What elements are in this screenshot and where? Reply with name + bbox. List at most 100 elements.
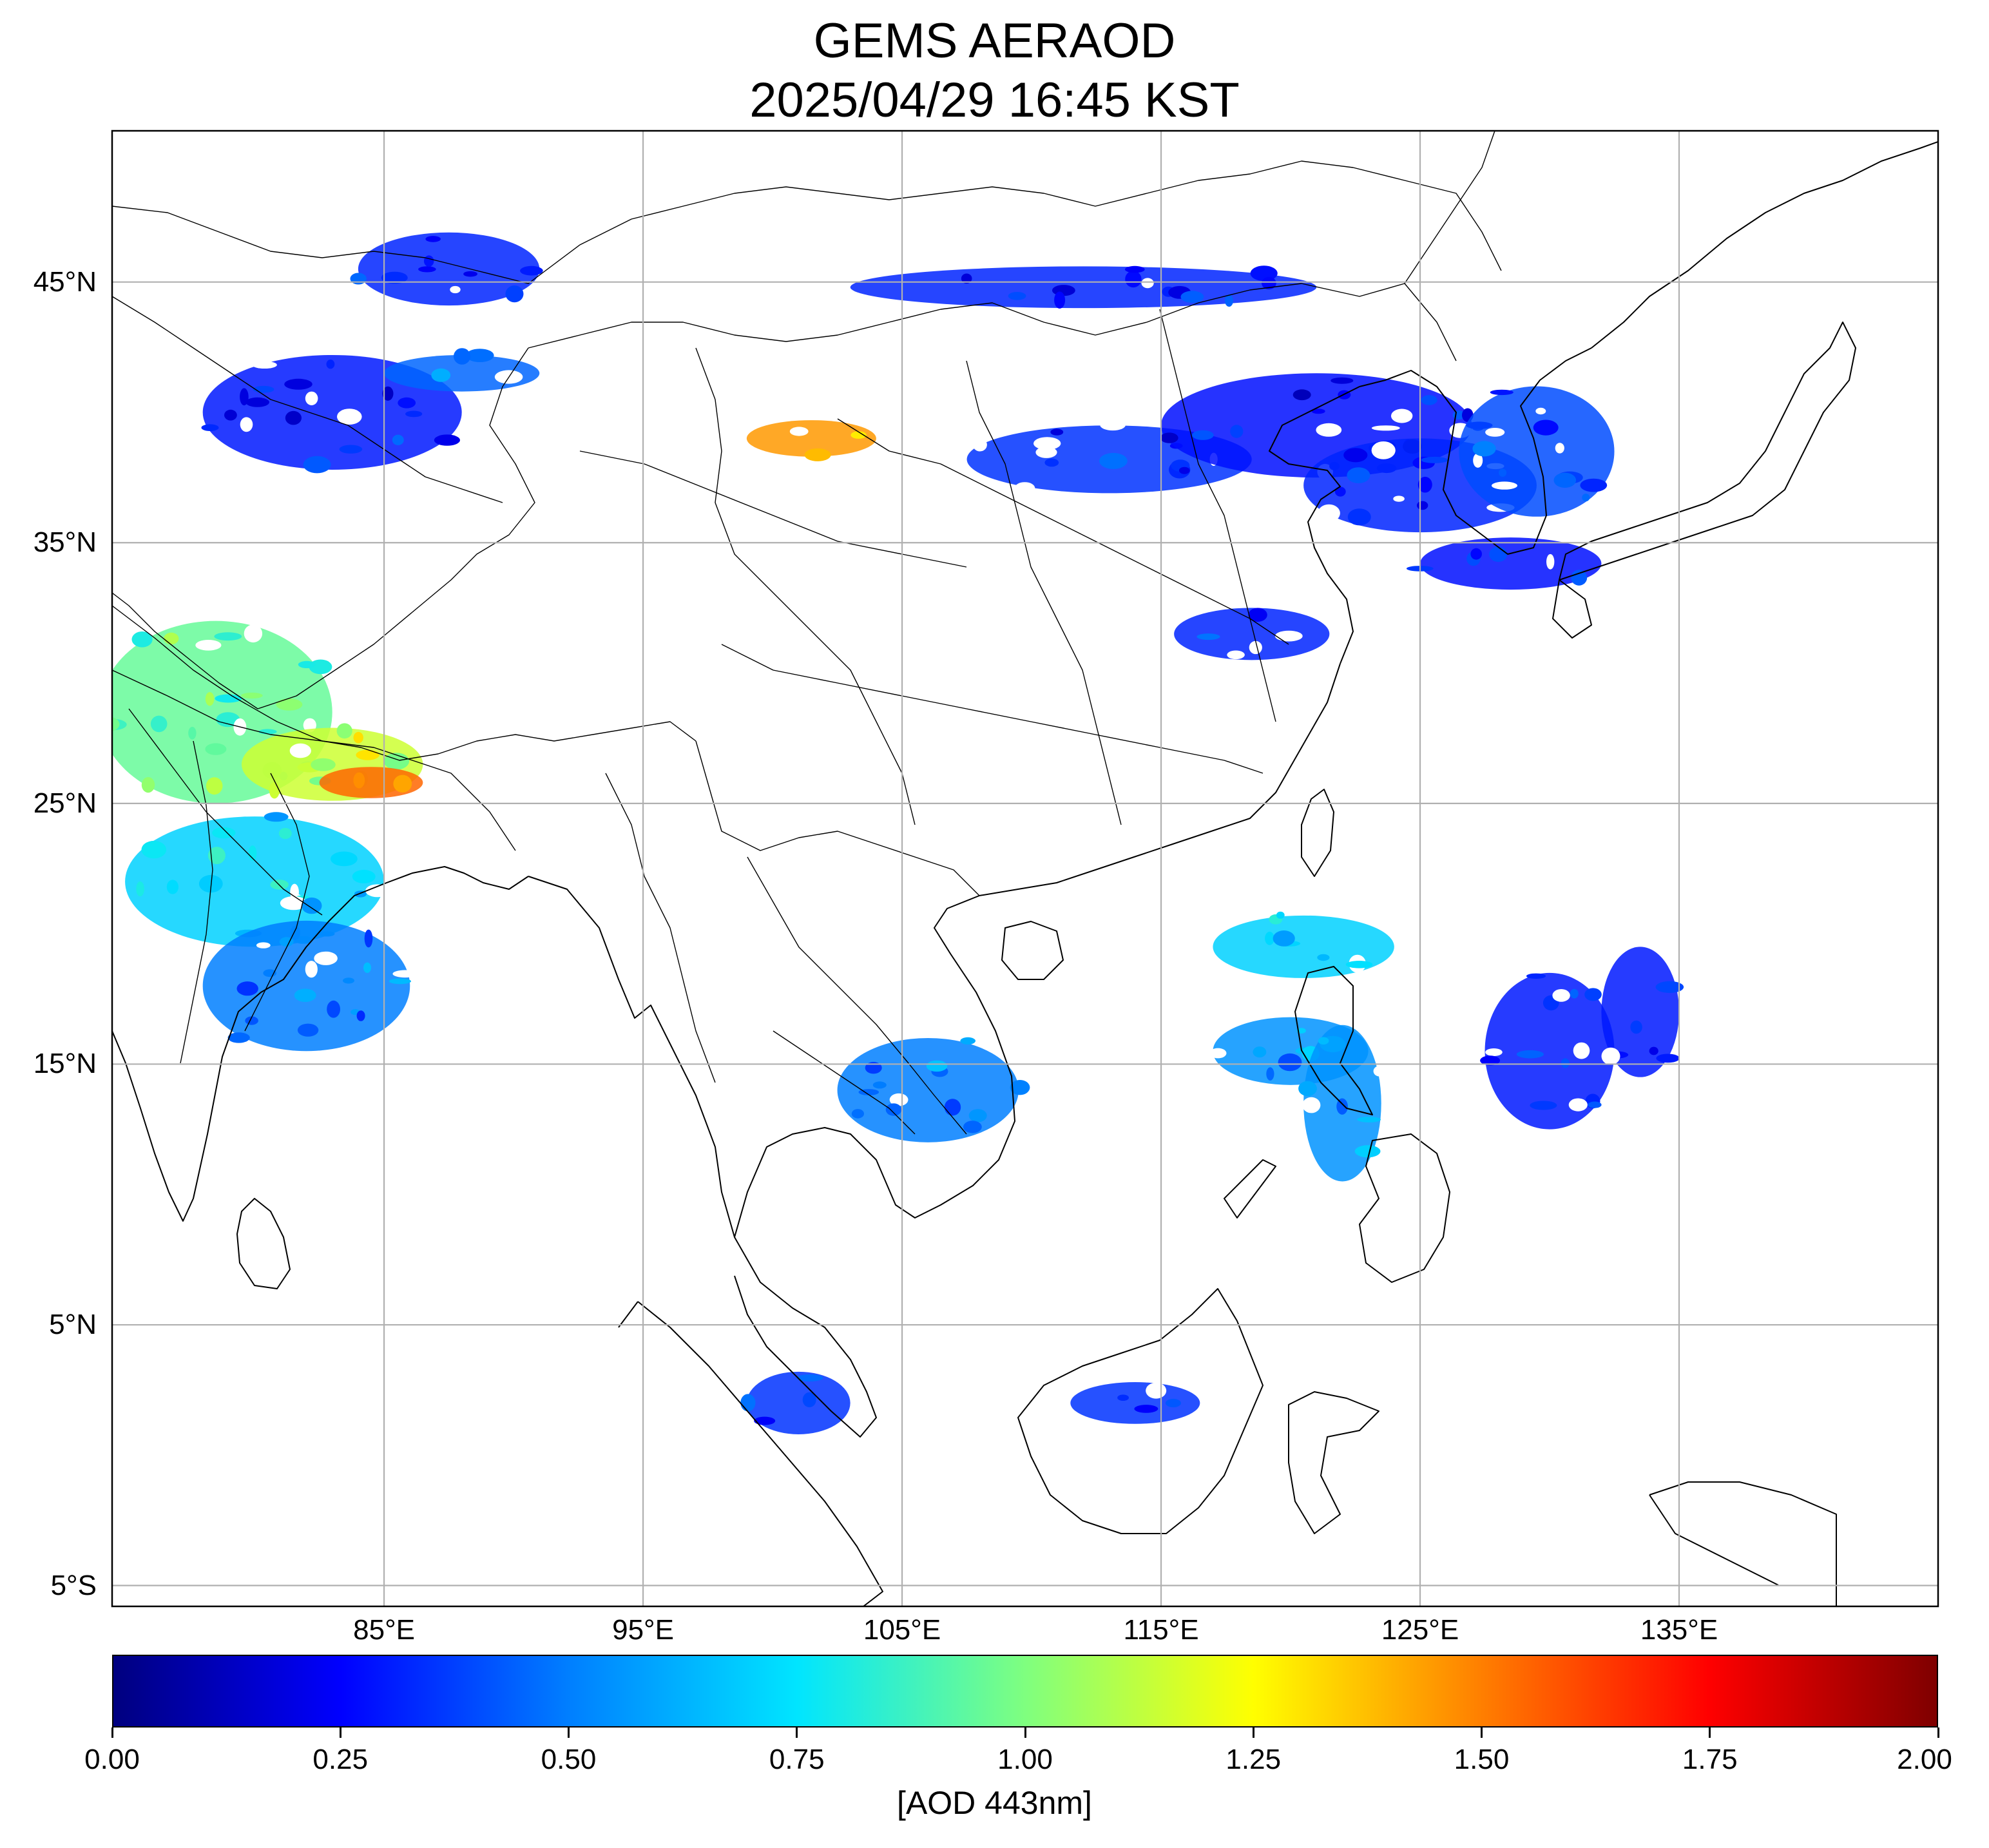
aod-region [1213,915,1394,978]
aod-speckle [96,699,104,709]
coastline-sri-lanka [236,1198,291,1289]
title-product: GEMS AERAOD [813,14,1176,68]
aod-speckle [214,632,242,641]
coastline-sumatra [618,1301,883,1606]
aod-speckle [298,660,316,668]
aod-speckle [248,845,257,861]
coastline-hainan [1001,921,1064,980]
aod-speckle [1278,1053,1302,1072]
aod-speckle [389,978,412,985]
aod-speckle [256,942,271,948]
aod-speckle [1209,1048,1227,1059]
aod-speckle [245,1016,258,1025]
coastline-korea [1359,347,1592,555]
colorbar-tick [1937,1728,1939,1738]
aod-speckle [789,427,809,436]
aod-speckle [1568,1098,1588,1112]
aod-speckle [1533,419,1559,436]
coastline-new-guinea [1649,1481,1837,1606]
map-frame [111,130,1939,1608]
aod-speckle [1160,432,1178,443]
aod-speckle [166,880,178,894]
aod-speckle [1117,1394,1129,1401]
aod-speckle [1473,453,1483,468]
aod-speckle [284,378,312,390]
aod-speckle [327,1000,340,1018]
colorbar-label-2-00: 2.00 [1897,1744,1952,1775]
coastline-russia-east [1591,141,1938,349]
aod-speckle [1266,1067,1274,1081]
aod-speckle [1655,981,1684,993]
aod-speckle [1354,1145,1381,1158]
aod-speckle [1296,1028,1306,1034]
coastline-layer [112,141,1938,1606]
aod-speckle [1555,443,1564,454]
aod-speckle [141,777,155,793]
aod-speckle [131,631,153,648]
aod-speckle [305,961,318,978]
aod-speckle [1371,425,1400,431]
aod-speckle [1125,271,1142,288]
aod-speckle [1273,930,1295,947]
aod-speckle [356,749,380,760]
aod-speckle [872,1081,887,1089]
aod-speckle [926,1060,948,1072]
aod-speckle [305,391,318,405]
aod-region [850,266,1317,309]
coastline-palawan [1224,1159,1276,1218]
colorbar-tick [1252,1728,1254,1738]
border-laos-vietnam [747,856,967,1135]
aod-speckle [1050,428,1064,436]
lat-label-35n: 35°N [33,526,97,559]
lon-label-125e: 125°E [1381,1614,1459,1646]
aod-speckle [311,758,336,771]
border-india-nepal [112,669,516,851]
colorbar-label-0-25: 0.25 [312,1744,369,1775]
aod-speckle [216,712,240,727]
aod-speckle [343,977,354,984]
aod-speckle [285,410,302,425]
aod-speckle [466,349,494,362]
aod-speckle [454,348,471,365]
aod-speckle [961,273,972,284]
aod-speckle [350,273,367,285]
lat-label-5n: 5°N [49,1309,97,1341]
aod-speckle [1318,1037,1329,1045]
aod-speckle [112,717,120,732]
aod-speckle [858,1089,879,1095]
aod-speckle [1230,425,1244,438]
aod-speckle [1347,508,1371,526]
aod-speckle [1485,1048,1503,1056]
aod-speckle [1417,501,1428,510]
border-china-provinces-a [695,347,916,825]
aod-speckle [393,775,412,793]
aod-speckle [1530,1101,1557,1110]
aod-speckle [1262,276,1276,289]
aod-speckle [381,271,408,284]
aod-speckle [297,1023,319,1037]
aod-region [1174,608,1330,660]
aod-speckle [1516,1050,1544,1059]
aod-speckle [336,723,352,739]
aod-region [125,816,385,947]
aod-speckle [314,951,338,965]
coastline-east-china [1269,386,1360,664]
aod-speckle [463,271,477,277]
aod-speckle [252,361,277,369]
aod-speckle [431,368,451,382]
border-india-states-b [180,740,213,1064]
aod-speckle [434,434,461,446]
aod-speckle [1490,389,1513,396]
aod-speckle [224,409,237,421]
aod-region [358,232,540,306]
colorbar-tick [339,1728,341,1738]
coastline-malay-peninsula [528,876,877,1438]
aod-speckle [850,431,867,439]
aod-speckle [353,772,365,789]
aod-speckle [263,969,277,977]
aod-speckle [963,1121,982,1133]
aod-data-layer [96,232,1684,1434]
aod-speckle [276,698,303,711]
aod-speckle [1265,931,1274,945]
aod-speckle [331,851,358,867]
